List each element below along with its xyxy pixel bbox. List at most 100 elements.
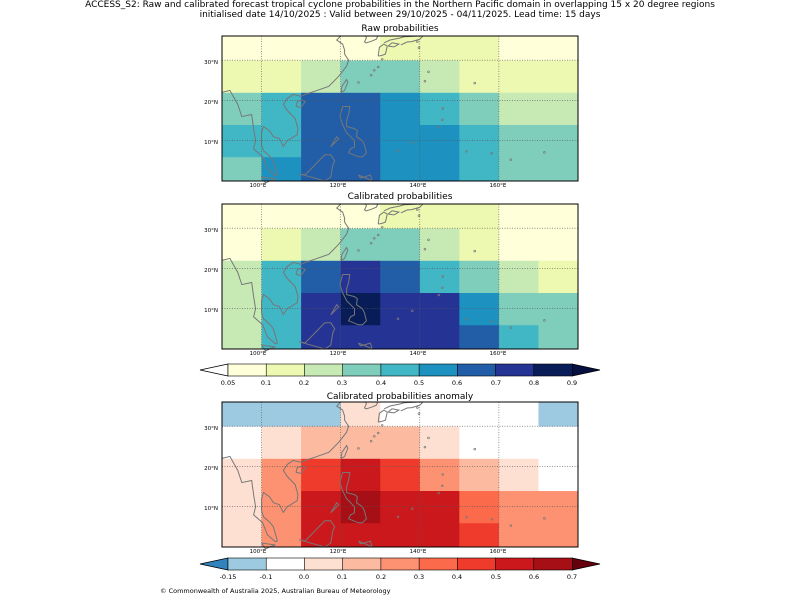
colorbar-segment bbox=[265, 363, 306, 377]
island bbox=[473, 249, 477, 253]
coastline bbox=[339, 274, 367, 326]
coastline bbox=[364, 203, 379, 212]
map-raw-probabilities bbox=[221, 35, 579, 184]
lon-tick: 120°E bbox=[329, 183, 347, 189]
grid-cell bbox=[261, 204, 302, 229]
coastline bbox=[363, 401, 367, 409]
island bbox=[437, 293, 441, 297]
lat-tick: 10°N bbox=[204, 308, 218, 314]
grid-cell bbox=[498, 60, 539, 93]
grid-cell bbox=[538, 156, 579, 182]
colorbar-tick-label: 0.8 bbox=[528, 379, 540, 387]
lon-tick: 160°E bbox=[489, 351, 507, 357]
grid-cell bbox=[301, 204, 342, 229]
grid-cell bbox=[222, 426, 262, 459]
grid-cell bbox=[380, 92, 421, 126]
lon-tick: 140°E bbox=[409, 549, 427, 555]
grid-cell bbox=[222, 522, 262, 548]
grid-cell bbox=[380, 260, 421, 294]
coastline bbox=[295, 465, 306, 474]
grid-cell bbox=[459, 60, 500, 93]
map-frame bbox=[221, 401, 579, 548]
grid-cell bbox=[498, 92, 539, 126]
grid-cell bbox=[419, 260, 460, 294]
coastline bbox=[358, 342, 374, 350]
grid-cell bbox=[538, 426, 579, 459]
colorbar-segment bbox=[418, 557, 458, 571]
grid-cell bbox=[301, 60, 342, 93]
coastline bbox=[400, 203, 424, 214]
island bbox=[369, 73, 373, 77]
figure-subtitle: initialised date 14/10/2025 : Valid betw… bbox=[199, 10, 601, 20]
grid-cell bbox=[340, 426, 381, 459]
coastline bbox=[330, 501, 340, 514]
grid-cell bbox=[222, 92, 262, 126]
island bbox=[473, 81, 477, 85]
grid-cell bbox=[222, 204, 262, 229]
island bbox=[441, 118, 444, 122]
map-calibrated-anomaly bbox=[221, 401, 579, 550]
grid-cell bbox=[419, 522, 460, 548]
island bbox=[509, 524, 513, 527]
grid-cell bbox=[222, 324, 262, 350]
island bbox=[369, 439, 373, 443]
coastline bbox=[295, 267, 306, 276]
grid-cell bbox=[459, 228, 500, 261]
island bbox=[411, 141, 414, 144]
coastline bbox=[339, 472, 367, 524]
coastline bbox=[221, 35, 350, 177]
island bbox=[441, 286, 444, 290]
grid-cell bbox=[261, 402, 302, 427]
grid-cell bbox=[498, 522, 539, 548]
grid-cell bbox=[459, 458, 500, 492]
coastline bbox=[221, 203, 350, 345]
colorbar-under-extension bbox=[199, 363, 229, 377]
coastline bbox=[383, 35, 420, 44]
grid-cell bbox=[380, 36, 421, 61]
island bbox=[490, 517, 494, 521]
coastline bbox=[400, 35, 424, 46]
colorbar-segment bbox=[457, 363, 497, 377]
coastline bbox=[377, 43, 388, 57]
grid-cell bbox=[261, 36, 302, 61]
coastline bbox=[383, 401, 420, 410]
coastline bbox=[221, 401, 350, 543]
grid-cell bbox=[538, 228, 579, 261]
island bbox=[465, 149, 468, 153]
grid-cell bbox=[261, 426, 302, 459]
grid-cell bbox=[380, 522, 421, 548]
grid-cell bbox=[419, 402, 460, 427]
lat-tick: 10°N bbox=[204, 506, 218, 512]
grid-cell bbox=[459, 426, 500, 459]
grid-cell bbox=[498, 36, 539, 61]
colorbar-segment bbox=[265, 557, 306, 571]
island bbox=[543, 151, 546, 154]
coastline bbox=[377, 211, 388, 225]
grid-cell bbox=[538, 36, 579, 61]
coastline bbox=[387, 210, 401, 216]
grid-cell bbox=[498, 228, 539, 261]
grid-cell bbox=[261, 458, 302, 492]
colorbar-segment bbox=[227, 557, 267, 571]
grid-cell bbox=[419, 228, 460, 261]
lat-tick: 20°N bbox=[204, 268, 218, 274]
lat-tick: 20°N bbox=[204, 100, 218, 106]
grid-cell bbox=[301, 426, 342, 459]
colorbar-over-extension bbox=[571, 363, 601, 377]
lat-tick: 10°N bbox=[204, 140, 218, 146]
coastline bbox=[364, 401, 379, 410]
grid-cell bbox=[222, 156, 262, 182]
lat-tick: 30°N bbox=[204, 426, 218, 432]
grid-cell bbox=[301, 92, 342, 126]
grid-cell bbox=[340, 228, 381, 261]
island bbox=[417, 214, 421, 217]
island bbox=[437, 125, 441, 129]
colorbar-tick-label: 0.05 bbox=[220, 379, 236, 387]
grid-cell bbox=[380, 60, 421, 93]
grid-cell bbox=[419, 426, 460, 459]
grid-cell bbox=[498, 426, 539, 459]
coastline bbox=[330, 303, 340, 316]
grid-cell bbox=[261, 92, 302, 126]
grid-cell bbox=[222, 402, 262, 427]
grid-cell bbox=[498, 156, 539, 182]
